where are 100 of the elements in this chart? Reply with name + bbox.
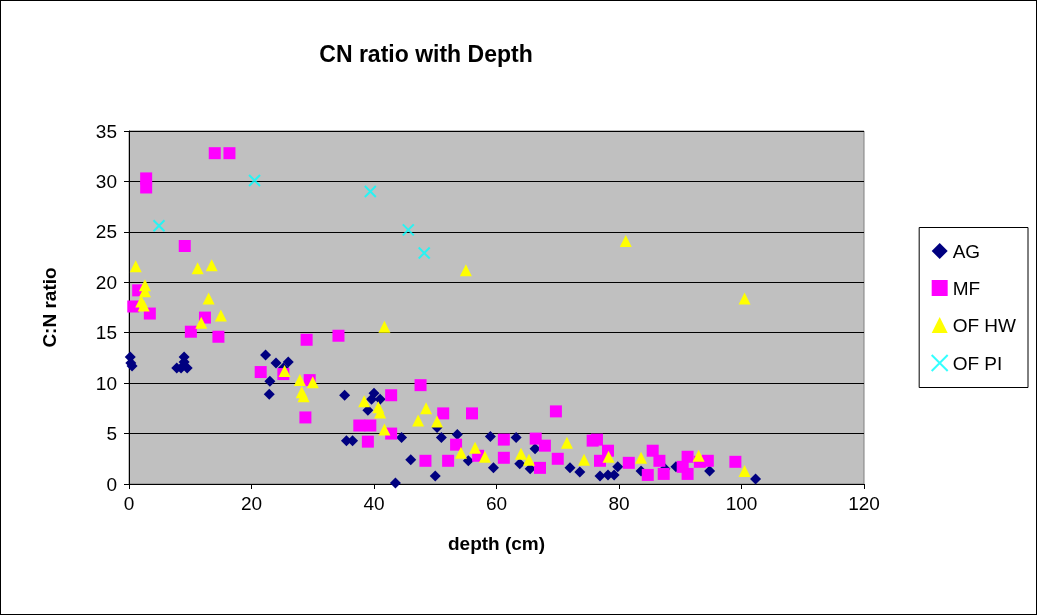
- point: [487, 462, 499, 474]
- point: [622, 456, 635, 469]
- point: [478, 450, 491, 463]
- point: [299, 411, 312, 424]
- point: [223, 147, 236, 160]
- point: [374, 393, 386, 405]
- point: [248, 173, 262, 187]
- x-tick-label: 80: [608, 493, 630, 514]
- chart-title: CN ratio with Depth: [319, 40, 533, 67]
- point: [641, 468, 654, 481]
- point: [454, 446, 467, 459]
- point: [429, 470, 441, 482]
- point: [143, 307, 156, 320]
- y-tick-label: 20: [95, 271, 117, 293]
- point: [551, 452, 564, 465]
- point: [389, 477, 401, 489]
- x-tick-label: 100: [725, 493, 758, 514]
- point: [191, 262, 204, 275]
- point: [195, 316, 208, 329]
- point: [127, 300, 140, 313]
- point: [417, 246, 431, 260]
- point: [412, 414, 425, 427]
- point: [750, 473, 762, 485]
- point: [514, 458, 526, 470]
- point: [450, 438, 463, 451]
- point: [293, 374, 306, 387]
- point: [178, 239, 191, 252]
- y-tick-label: 30: [95, 170, 117, 192]
- x-tick-label: 20: [240, 493, 263, 514]
- point: [405, 454, 417, 466]
- point: [612, 461, 624, 473]
- point: [738, 464, 751, 477]
- point: [466, 407, 478, 420]
- point: [564, 462, 576, 474]
- point: [364, 419, 377, 432]
- point: [401, 223, 415, 237]
- point: [361, 435, 374, 448]
- point: [205, 259, 218, 272]
- point: [590, 433, 603, 446]
- point: [137, 299, 150, 312]
- point: [270, 357, 282, 369]
- point: [681, 467, 694, 480]
- point: [594, 470, 606, 482]
- legend-label: MF: [952, 277, 981, 299]
- point: [208, 147, 221, 160]
- x-tick-label: 120: [848, 493, 880, 514]
- point: [497, 433, 510, 446]
- point: [385, 389, 398, 402]
- point: [497, 451, 510, 464]
- y-tick-label: 25: [95, 221, 117, 243]
- point: [152, 219, 166, 233]
- point: [701, 454, 714, 467]
- point: [140, 181, 153, 194]
- point: [254, 366, 267, 379]
- x-tick-label: 0: [123, 493, 135, 514]
- point: [353, 419, 366, 432]
- point: [574, 466, 586, 478]
- point: [549, 405, 562, 418]
- point: [263, 388, 275, 400]
- point: [704, 465, 716, 477]
- point: [729, 455, 742, 468]
- point: [363, 185, 377, 199]
- point: [435, 432, 447, 444]
- point: [692, 449, 705, 462]
- point: [442, 454, 455, 467]
- point: [510, 432, 522, 444]
- point: [282, 356, 294, 368]
- y-tick-label: 15: [95, 322, 117, 344]
- point: [560, 436, 573, 449]
- point: [522, 453, 535, 466]
- point: [378, 320, 391, 333]
- point: [378, 423, 391, 436]
- point: [420, 402, 433, 415]
- point: [437, 407, 450, 420]
- point: [300, 333, 313, 346]
- point: [635, 451, 648, 464]
- point: [202, 292, 215, 305]
- x-tick-label: 40: [363, 493, 385, 514]
- point: [212, 330, 225, 343]
- point: [184, 325, 197, 338]
- y-tick-label: 5: [106, 423, 117, 445]
- point: [339, 389, 351, 401]
- point: [297, 390, 310, 403]
- point: [129, 260, 142, 273]
- point: [646, 444, 659, 457]
- point: [469, 441, 482, 454]
- point: [653, 454, 666, 467]
- point: [332, 329, 345, 342]
- point: [657, 467, 670, 480]
- point: [515, 447, 527, 460]
- point: [538, 439, 551, 452]
- legend-label: OF PI: [952, 352, 1003, 374]
- y-tick-label: 10: [95, 372, 117, 394]
- legend-label: AG: [952, 240, 981, 262]
- point: [602, 450, 615, 463]
- point: [414, 379, 427, 392]
- point: [358, 395, 371, 408]
- point: [681, 450, 694, 463]
- y-axis-title: C:N ratio: [39, 267, 60, 348]
- point: [462, 455, 474, 467]
